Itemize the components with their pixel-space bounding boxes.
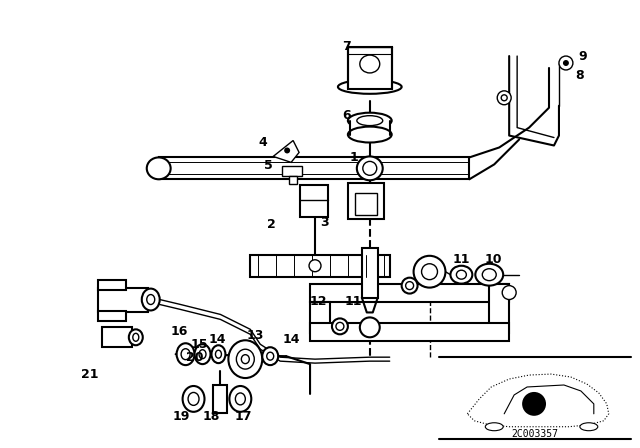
Ellipse shape	[360, 55, 380, 73]
Ellipse shape	[456, 270, 467, 279]
Ellipse shape	[133, 333, 139, 341]
Bar	[98, 311, 126, 321]
Ellipse shape	[357, 156, 383, 180]
Bar	[350, 119, 390, 134]
Ellipse shape	[188, 392, 199, 405]
Ellipse shape	[236, 349, 254, 369]
Ellipse shape	[501, 95, 507, 101]
Ellipse shape	[338, 80, 402, 94]
Text: 6: 6	[342, 109, 351, 122]
Circle shape	[563, 60, 569, 66]
Bar	[289, 177, 297, 184]
Ellipse shape	[211, 345, 225, 363]
Ellipse shape	[357, 116, 383, 125]
Ellipse shape	[129, 329, 143, 345]
Text: 18: 18	[202, 410, 220, 423]
Bar	[300, 185, 328, 217]
Text: 2: 2	[268, 219, 276, 232]
Ellipse shape	[348, 113, 392, 129]
Ellipse shape	[236, 393, 245, 405]
Bar	[282, 166, 302, 177]
Bar	[310, 284, 509, 302]
Bar	[98, 288, 148, 312]
Text: 16: 16	[171, 325, 188, 338]
Bar	[348, 183, 384, 219]
Text: 19: 19	[173, 410, 190, 423]
Ellipse shape	[267, 352, 274, 360]
Text: 11: 11	[452, 253, 470, 266]
Text: 17: 17	[234, 410, 252, 423]
Bar	[489, 284, 509, 333]
Ellipse shape	[199, 350, 206, 359]
Text: 15: 15	[191, 338, 208, 351]
Ellipse shape	[502, 286, 516, 300]
Ellipse shape	[363, 161, 377, 175]
Ellipse shape	[147, 294, 155, 305]
Text: 20: 20	[186, 351, 203, 364]
Text: 13: 13	[246, 329, 264, 342]
Text: 9: 9	[579, 50, 588, 63]
Ellipse shape	[229, 386, 252, 412]
Ellipse shape	[451, 266, 472, 284]
Bar	[355, 193, 377, 215]
Text: 4: 4	[259, 136, 267, 149]
Bar	[98, 280, 126, 289]
Circle shape	[559, 56, 573, 70]
Bar	[250, 255, 390, 277]
Ellipse shape	[177, 343, 195, 365]
Ellipse shape	[336, 323, 344, 330]
Ellipse shape	[195, 344, 211, 364]
Circle shape	[284, 147, 290, 154]
Bar	[310, 323, 509, 341]
Bar	[214, 385, 227, 413]
Ellipse shape	[402, 278, 417, 293]
Circle shape	[360, 318, 380, 337]
Text: 10: 10	[484, 253, 502, 266]
Bar	[362, 248, 378, 297]
Bar	[348, 47, 392, 89]
Polygon shape	[273, 141, 299, 162]
Circle shape	[522, 392, 546, 416]
Text: 7: 7	[342, 39, 351, 52]
Text: 14: 14	[282, 333, 300, 346]
Bar	[310, 302, 330, 333]
Ellipse shape	[348, 127, 392, 142]
Ellipse shape	[485, 423, 503, 431]
Circle shape	[309, 260, 321, 271]
Ellipse shape	[142, 289, 160, 310]
Ellipse shape	[262, 347, 278, 365]
Text: 8: 8	[575, 69, 584, 82]
Text: 14: 14	[209, 333, 226, 346]
Ellipse shape	[216, 350, 221, 358]
Text: 2C003357: 2C003357	[511, 429, 559, 439]
Ellipse shape	[228, 340, 262, 378]
Ellipse shape	[497, 91, 511, 105]
Text: 21: 21	[81, 367, 99, 380]
Polygon shape	[467, 374, 609, 427]
Text: 1: 1	[350, 151, 358, 164]
Ellipse shape	[182, 386, 205, 412]
Ellipse shape	[483, 269, 496, 280]
Ellipse shape	[181, 349, 190, 360]
Ellipse shape	[406, 282, 413, 289]
Circle shape	[422, 264, 438, 280]
Text: 11: 11	[345, 295, 362, 308]
Text: 12: 12	[310, 295, 328, 308]
Text: 5: 5	[264, 159, 273, 172]
Ellipse shape	[476, 264, 503, 286]
Bar	[159, 157, 469, 179]
Text: 3: 3	[320, 215, 328, 228]
Bar	[102, 327, 132, 347]
Ellipse shape	[580, 423, 598, 431]
Circle shape	[413, 256, 445, 288]
Ellipse shape	[241, 355, 250, 364]
Ellipse shape	[332, 319, 348, 334]
Ellipse shape	[147, 157, 171, 179]
